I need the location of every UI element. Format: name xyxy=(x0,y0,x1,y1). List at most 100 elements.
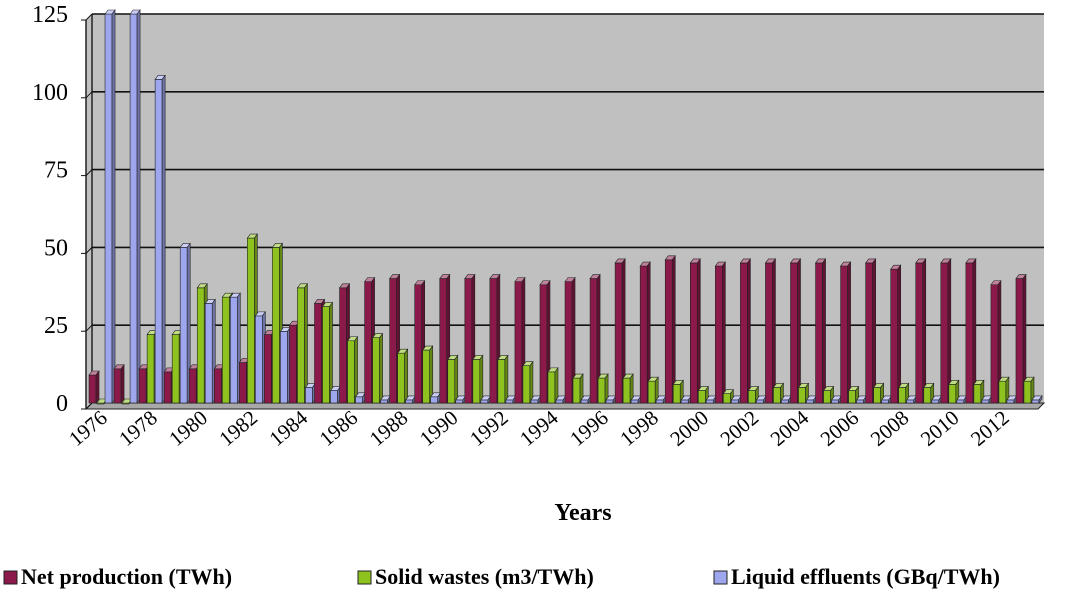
bar xyxy=(547,366,559,404)
legend-swatch xyxy=(3,570,18,585)
category-2013 xyxy=(1015,273,1043,404)
plot-floor xyxy=(84,402,1046,410)
x-tick-label: 2008 xyxy=(866,405,914,450)
category-1976 xyxy=(88,9,116,405)
category-2008 xyxy=(890,264,918,404)
bar xyxy=(329,385,342,404)
legend-swatch xyxy=(713,570,728,585)
x-tick-label: 1994 xyxy=(515,405,563,451)
legend-label: Net production (TWh) xyxy=(21,564,232,589)
category-1984 xyxy=(288,282,317,404)
bar xyxy=(204,298,216,404)
category-2000 xyxy=(689,258,717,404)
bar xyxy=(279,326,291,404)
bar xyxy=(739,258,751,404)
bar xyxy=(522,360,534,404)
category-1980 xyxy=(188,282,216,404)
bar xyxy=(990,279,1002,404)
bar xyxy=(372,332,384,404)
x-tick-label: 1996 xyxy=(565,405,613,450)
category-2004 xyxy=(789,258,818,404)
y-tick-label: 75 xyxy=(44,158,68,184)
bar xyxy=(689,258,701,404)
bar xyxy=(614,258,626,404)
gridline-depth xyxy=(85,324,93,332)
x-tick-label: 2000 xyxy=(665,405,713,450)
legend: Net production (TWh) Solid wastes (m3/TWh… xyxy=(3,564,1000,589)
x-tick-label: 2004 xyxy=(766,405,814,451)
x-tick-label: 1980 xyxy=(164,405,212,450)
bar xyxy=(104,9,116,404)
y-tick-label: 100 xyxy=(32,80,68,106)
bar xyxy=(572,373,584,404)
x-tick-label: 2006 xyxy=(816,405,864,450)
bar xyxy=(154,74,166,404)
bar xyxy=(622,373,634,404)
x-tick-label: 2002 xyxy=(716,405,764,450)
gridline-depth xyxy=(85,247,93,254)
x-tick-label: 1988 xyxy=(365,405,413,450)
bar xyxy=(1031,394,1043,404)
bar xyxy=(730,394,742,404)
category-1978 xyxy=(138,74,166,404)
category-1981 xyxy=(213,292,241,404)
bar xyxy=(354,391,367,404)
bar xyxy=(597,373,609,404)
legend-item: Solid wastes (m3/TWh) xyxy=(357,564,594,589)
category-1987 xyxy=(364,276,392,404)
x-tick-label: 1982 xyxy=(214,405,262,450)
category-1988 xyxy=(389,273,417,404)
y-tick-label: 125 xyxy=(32,2,68,28)
legend-label: Solid wastes (m3/TWh) xyxy=(375,564,594,589)
category-1995 xyxy=(564,276,592,404)
x-tick-label: 1990 xyxy=(415,405,463,450)
x-tick-label: 1998 xyxy=(615,405,663,450)
bar xyxy=(998,376,1010,404)
bar xyxy=(254,310,266,404)
bar xyxy=(129,9,141,404)
category-1990 xyxy=(439,273,467,404)
bar xyxy=(789,258,802,404)
bar xyxy=(321,301,334,404)
bar xyxy=(814,258,827,404)
bar xyxy=(179,242,191,404)
y-tick-label: 25 xyxy=(44,313,68,339)
bar xyxy=(346,335,359,404)
legend-swatch xyxy=(357,570,372,585)
category-1991 xyxy=(464,273,492,404)
x-tick-label: 2012 xyxy=(966,405,1014,450)
bar xyxy=(915,258,927,404)
bar xyxy=(296,282,309,404)
bar xyxy=(940,258,952,404)
bar xyxy=(304,382,317,404)
category-1977 xyxy=(113,9,141,405)
legend-item: Net production (TWh) xyxy=(3,564,232,589)
y-tick-label: 0 xyxy=(56,391,68,417)
category-1994 xyxy=(539,279,567,404)
gridline-depth xyxy=(85,13,93,21)
x-tick-label: 1992 xyxy=(465,405,513,450)
y-tick-label: 50 xyxy=(44,235,68,261)
bars xyxy=(88,9,1043,405)
bar xyxy=(229,292,241,404)
bar xyxy=(564,276,576,404)
x-tick-label: 1976 xyxy=(64,405,112,450)
bar xyxy=(714,261,726,404)
category-1998 xyxy=(639,261,667,404)
category-1992 xyxy=(489,273,517,404)
x-tick-labels: 1976 1978 1980 1982 1984 1986 1988 1990 1992 1994… xyxy=(64,405,1013,451)
category-2012 xyxy=(990,279,1018,404)
x-tick-label: 1986 xyxy=(315,405,363,450)
category-2002 xyxy=(739,258,767,404)
legend-item: Liquid effluents (GBq/TWh) xyxy=(713,564,1000,589)
gridline-depth xyxy=(85,402,93,410)
category-2005 xyxy=(814,258,843,404)
gridline-depth xyxy=(85,91,93,99)
bar xyxy=(840,261,852,404)
bar xyxy=(113,363,125,404)
bar xyxy=(764,258,777,404)
bar xyxy=(630,394,642,404)
bar xyxy=(890,264,902,404)
y-tick-labels: 0 25 50 75 100 125 xyxy=(32,2,68,417)
